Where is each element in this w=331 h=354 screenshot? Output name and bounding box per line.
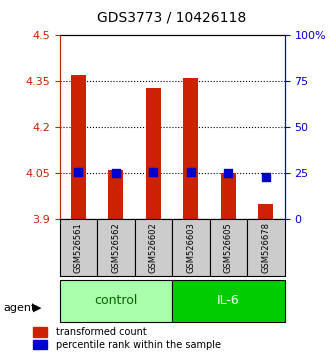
Bar: [33, 340, 47, 349]
Text: GSM526561: GSM526561: [74, 222, 83, 273]
Bar: [146, 87, 161, 219]
Bar: [172, 219, 210, 276]
Point: [76, 169, 81, 175]
Bar: [247, 219, 285, 276]
Bar: [259, 204, 273, 219]
Bar: [71, 75, 86, 219]
Text: transformed count: transformed count: [56, 327, 146, 337]
Text: agent: agent: [3, 303, 36, 313]
Text: GSM526602: GSM526602: [149, 222, 158, 273]
Text: GDS3773 / 10426118: GDS3773 / 10426118: [98, 11, 247, 25]
Bar: [60, 219, 97, 276]
Bar: [135, 219, 172, 276]
Bar: [183, 78, 198, 219]
Point: [226, 171, 231, 176]
Text: GSM526562: GSM526562: [111, 222, 120, 273]
Text: percentile rank within the sample: percentile rank within the sample: [56, 339, 220, 349]
Point: [188, 169, 194, 175]
Point: [113, 171, 118, 176]
Bar: [108, 170, 123, 219]
Point: [151, 169, 156, 175]
Bar: [221, 173, 236, 219]
Bar: [210, 219, 247, 276]
Text: GSM526678: GSM526678: [261, 222, 270, 273]
Text: ▶: ▶: [33, 303, 42, 313]
Point: [263, 174, 268, 180]
Bar: [172, 280, 285, 322]
Bar: [97, 219, 135, 276]
Bar: [60, 280, 172, 322]
Text: GSM526605: GSM526605: [224, 222, 233, 273]
Text: control: control: [94, 295, 138, 307]
Text: GSM526603: GSM526603: [186, 222, 195, 273]
Bar: [33, 327, 47, 337]
Text: IL-6: IL-6: [217, 295, 240, 307]
